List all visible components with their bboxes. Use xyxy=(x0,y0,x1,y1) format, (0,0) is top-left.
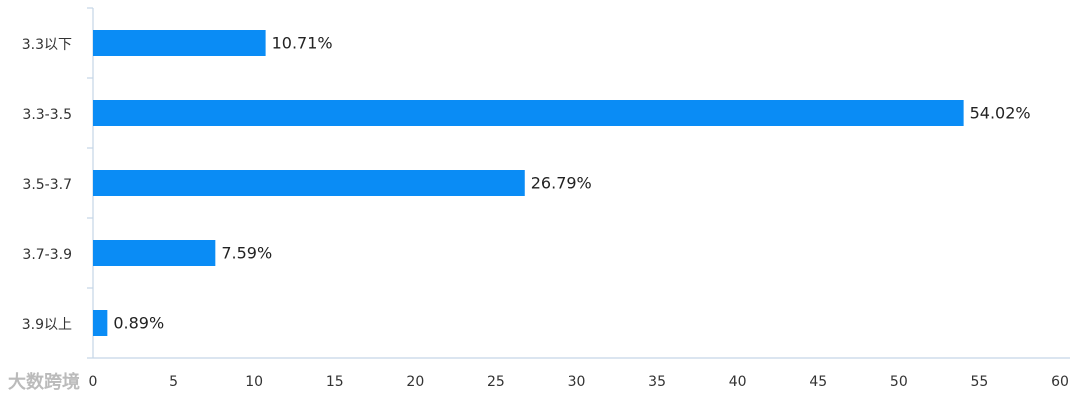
value-label: 54.02% xyxy=(970,104,1031,123)
x-tick-label: 0 xyxy=(89,374,98,390)
y-tick-label: 3.5-3.7 xyxy=(22,177,72,193)
x-tick-label: 20 xyxy=(406,374,424,390)
x-tick-label: 35 xyxy=(648,374,666,390)
value-label: 7.59% xyxy=(221,244,272,263)
y-tick-label: 3.3-3.5 xyxy=(22,107,72,123)
value-label: 10.71% xyxy=(272,34,333,53)
x-tick-label: 10 xyxy=(245,374,263,390)
watermark: 大数跨境 xyxy=(8,371,80,393)
x-tick-label: 25 xyxy=(487,374,505,390)
value-label: 26.79% xyxy=(531,174,592,193)
y-tick-label: 3.7-3.9 xyxy=(22,247,72,263)
y-tick-label: 3.9以上 xyxy=(22,317,72,333)
x-tick-label: 5 xyxy=(169,374,178,390)
value-label: 0.89% xyxy=(113,314,164,333)
x-tick-label: 45 xyxy=(809,374,827,390)
x-tick-label: 50 xyxy=(890,374,908,390)
x-tick-label: 60 xyxy=(1051,374,1069,390)
bar xyxy=(93,240,216,266)
bar xyxy=(93,310,108,336)
bar xyxy=(93,30,266,56)
x-tick-label: 30 xyxy=(568,374,586,390)
x-tick-label: 55 xyxy=(971,374,989,390)
bar xyxy=(93,100,964,126)
y-tick-label: 3.3以下 xyxy=(22,37,72,53)
bar xyxy=(93,170,525,196)
x-tick-label: 15 xyxy=(326,374,344,390)
x-tick-label: 40 xyxy=(729,374,747,390)
